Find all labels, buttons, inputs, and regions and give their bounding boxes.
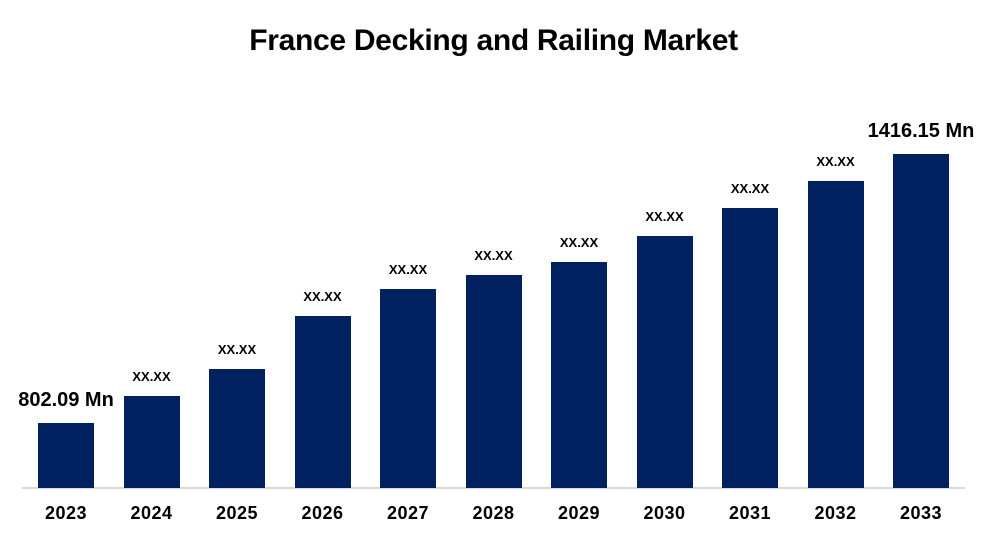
bar-value-label-2025: XX.XX (217, 341, 257, 357)
x-tick-2023: 2023 (44, 503, 88, 523)
bar-value-label-2028: XX.XX (474, 247, 513, 263)
x-tick-2031: 2031 (728, 503, 772, 523)
bar-2025 (209, 369, 265, 488)
bar-value-label-2031: XX.XX (730, 180, 770, 196)
bar-2033 (893, 154, 949, 488)
bar-2023 (38, 423, 94, 488)
bar-2030 (636, 236, 693, 488)
bar-value-label-2030: XX.XX (645, 208, 684, 224)
x-tick-2029: 2029 (557, 503, 601, 523)
bar-2032 (807, 181, 864, 488)
bar-2028 (465, 275, 522, 488)
bar-value-label-2024: XX.XX (132, 368, 171, 384)
bar-2027 (380, 289, 436, 488)
x-tick-2026: 2026 (301, 503, 344, 523)
bar-value-label-2023: 802.09 Mn (18, 389, 114, 411)
bar-2031 (722, 208, 778, 488)
bar-value-label-2029: XX.XX (559, 234, 599, 250)
x-tick-2030: 2030 (643, 503, 686, 523)
bar-2029 (551, 262, 607, 488)
x-axis-line (22, 487, 965, 489)
x-tick-2033: 2033 (899, 503, 943, 523)
x-tick-2032: 2032 (814, 503, 857, 523)
chart-title: France Decking and Railing Market (249, 24, 738, 57)
bar-value-label-2026: XX.XX (303, 288, 342, 304)
x-tick-2028: 2028 (472, 503, 515, 523)
x-tick-2024: 2024 (130, 503, 173, 523)
x-tick-2025: 2025 (215, 503, 259, 523)
bar-value-label-2027: XX.XX (388, 261, 428, 277)
bar-2024 (123, 396, 180, 488)
bar-value-label-2033: 1416.15 Mn (867, 120, 975, 142)
x-tick-2027: 2027 (386, 503, 430, 523)
bar-value-label-2032: XX.XX (816, 153, 855, 169)
bar-2026 (294, 316, 351, 488)
